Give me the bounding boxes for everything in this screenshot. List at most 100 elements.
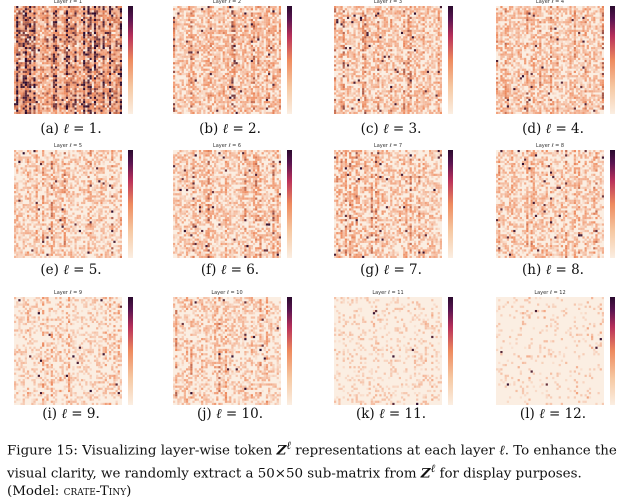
heatmap-panel-f: Layer ℓ = 6	[173, 143, 301, 258]
caption-text-3: . To enhance the visual clarity, we rand…	[7, 443, 617, 482]
layer-title-l: Layer ℓ = 12	[534, 290, 566, 296]
caption-text-2: representations at each layer	[295, 443, 495, 459]
heatmap-panel-b: Layer ℓ = 2	[173, 0, 301, 114]
subcaption-ell-j: ℓ	[216, 406, 222, 422]
subcaption-value-j: = 10.	[221, 406, 263, 422]
heatmap-f: Layer ℓ = 6	[173, 143, 281, 258]
caption-model: crate-Tiny	[63, 483, 127, 499]
subcaption-ell-a: ℓ	[63, 121, 69, 137]
heatmap-cells-i	[14, 297, 122, 405]
heatmap-e: Layer ℓ = 5	[14, 143, 122, 258]
heatmap-c: Layer ℓ = 3	[334, 0, 442, 114]
heatmap-panel-j: Layer ℓ = 10	[173, 290, 301, 405]
subcaption-letter-f: (f)	[200, 262, 221, 278]
subcaption-ell-e: ℓ	[63, 262, 69, 278]
subcaption-ell-h: ℓ	[545, 262, 552, 278]
layer-title-k: Layer ℓ = 11	[372, 290, 404, 296]
caption-ell-sup-2: ℓ	[430, 461, 436, 475]
colorbar-f	[287, 150, 292, 258]
heatmap-cells-h	[496, 150, 604, 258]
heatmap-j: Layer ℓ = 10	[173, 290, 281, 405]
subcaption-h: (h) ℓ = 8.	[488, 262, 618, 278]
colorbar-j	[287, 297, 292, 405]
heatmap-cells-c	[334, 6, 442, 114]
heatmap-cells-j	[173, 297, 281, 405]
subcaption-letter-d: (d)	[522, 121, 546, 137]
heatmap-l: Layer ℓ = 12	[496, 290, 604, 405]
heatmap-panel-k: Layer ℓ = 11	[334, 290, 462, 405]
layer-title-h: Layer ℓ = 8	[535, 143, 565, 149]
heatmap-h: Layer ℓ = 8	[496, 143, 604, 258]
heatmap-panel-d: Layer ℓ = 4	[496, 0, 624, 114]
colorbar-l	[610, 297, 615, 405]
subcaption-ell-b: ℓ	[222, 121, 229, 137]
heatmap-g: Layer ℓ = 7	[334, 143, 442, 258]
heatmap-b: Layer ℓ = 2	[173, 0, 281, 114]
layer-title-f: Layer ℓ = 6	[212, 143, 242, 149]
caption-label: Figure 15:	[7, 443, 78, 459]
layer-title-b: Layer ℓ = 2	[212, 0, 242, 5]
subcaption-value-d: = 4.	[551, 121, 584, 137]
subcaption-value-g: = 7.	[389, 262, 422, 278]
heatmap-cells-g	[334, 150, 442, 258]
subcaption-ell-l: ℓ	[539, 406, 545, 422]
heatmap-cells-d	[496, 6, 604, 114]
subcaption-letter-k: (k)	[355, 406, 379, 422]
subcaption-value-e: = 5.	[68, 262, 102, 278]
caption-ell-sup: ℓ	[286, 439, 292, 452]
subcaption-e: (e) ℓ = 5.	[6, 262, 136, 278]
subcaption-letter-b: (b)	[199, 121, 223, 137]
caption-text-1: Visualizing layer-wise token	[82, 443, 273, 459]
heatmap-cells-e	[14, 150, 122, 258]
colorbar-i	[128, 297, 133, 405]
subcaption-ell-d: ℓ	[545, 121, 552, 137]
subcaption-value-k: = 11.	[384, 406, 426, 422]
subcaption-g: (g) ℓ = 7.	[326, 262, 456, 278]
layer-title-e: Layer ℓ = 5	[53, 143, 83, 149]
subcaption-letter-a: (a)	[40, 121, 64, 137]
heatmap-panel-c: Layer ℓ = 3	[334, 0, 462, 114]
subcaption-value-a: = 1.	[68, 121, 102, 137]
subcaption-c: (c) ℓ = 3.	[326, 121, 456, 137]
subcaption-value-l: = 12.	[544, 406, 587, 422]
heatmap-k: Layer ℓ = 11	[334, 290, 442, 405]
subcaption-letter-l: (l)	[519, 406, 540, 422]
caption-z-symbol: Z	[276, 442, 287, 459]
subcaption-letter-e: (e)	[40, 262, 64, 278]
heatmap-panel-l: Layer ℓ = 12	[496, 290, 624, 405]
subcaption-i: (i) ℓ = 9.	[6, 406, 136, 422]
subcaption-letter-g: (g)	[360, 262, 384, 278]
layer-title-i: Layer ℓ = 9	[53, 290, 83, 296]
subcaption-ell-g: ℓ	[383, 262, 390, 278]
heatmap-cells-a	[14, 6, 122, 114]
heatmap-cells-l	[496, 297, 604, 405]
subcaption-d: (d) ℓ = 4.	[488, 121, 618, 137]
colorbar-h	[610, 150, 615, 258]
caption-ell: ℓ	[499, 443, 505, 459]
subcaption-j: (j) ℓ = 10.	[165, 406, 295, 422]
subcaption-letter-h: (h)	[522, 262, 546, 278]
subcaption-value-f: = 6.	[226, 262, 260, 278]
colorbar-c	[448, 6, 453, 114]
layer-title-c: Layer ℓ = 3	[373, 0, 403, 5]
subcaption-letter-c: (c)	[360, 121, 383, 137]
caption-z-symbol-2: Z	[420, 465, 431, 482]
layer-title-a: Layer ℓ = 1	[53, 0, 83, 5]
layer-title-j: Layer ℓ = 10	[211, 290, 243, 296]
subcaption-letter-i: (i)	[42, 406, 62, 422]
subcaption-a: (a) ℓ = 1.	[6, 121, 136, 137]
heatmap-panel-e: Layer ℓ = 5	[14, 143, 142, 258]
heatmap-i: Layer ℓ = 9	[14, 290, 122, 405]
colorbar-e	[128, 150, 133, 258]
heatmap-cells-f	[173, 150, 281, 258]
heatmap-panel-g: Layer ℓ = 7	[334, 143, 462, 258]
subcaption-letter-j: (j)	[196, 406, 216, 422]
colorbar-b	[287, 6, 292, 114]
subcaption-value-b: = 2.	[228, 121, 261, 137]
subcaption-value-c: = 3.	[388, 121, 422, 137]
subcaption-ell-c: ℓ	[382, 121, 389, 137]
layer-title-d: Layer ℓ = 4	[535, 0, 565, 5]
subcaption-l: (l) ℓ = 12.	[488, 406, 618, 422]
caption-close: )	[126, 483, 132, 499]
subcaption-b: (b) ℓ = 2.	[165, 121, 295, 137]
